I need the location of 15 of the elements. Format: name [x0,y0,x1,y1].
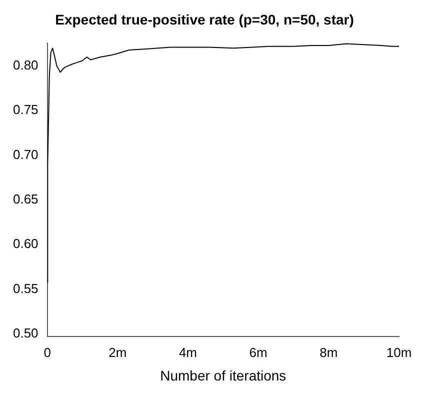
y-tick-label: 0.60 [12,236,38,252]
y-tick-label: 0.70 [12,146,38,162]
x-tick-label: 0 [44,344,51,360]
y-tick-label: 0.50 [12,326,38,340]
chart-title: Expected true-positive rate (p=30, n=50, star) [55,11,354,28]
y-tick-label: 0.80 [12,58,38,73]
x-tick-label: 10m [386,344,412,360]
x-tick-label: 4m [178,344,198,360]
y-tick-label: 0.65 [12,192,38,207]
y-tick-label: 0.55 [12,280,38,296]
y-tick-label: 0.75 [12,102,38,118]
x-tick-label: 6m [249,344,268,360]
x-tick-label: 8m [320,344,338,360]
x-axis-title: Number of iterations [160,367,286,384]
x-tick-label: 2m [108,344,127,360]
